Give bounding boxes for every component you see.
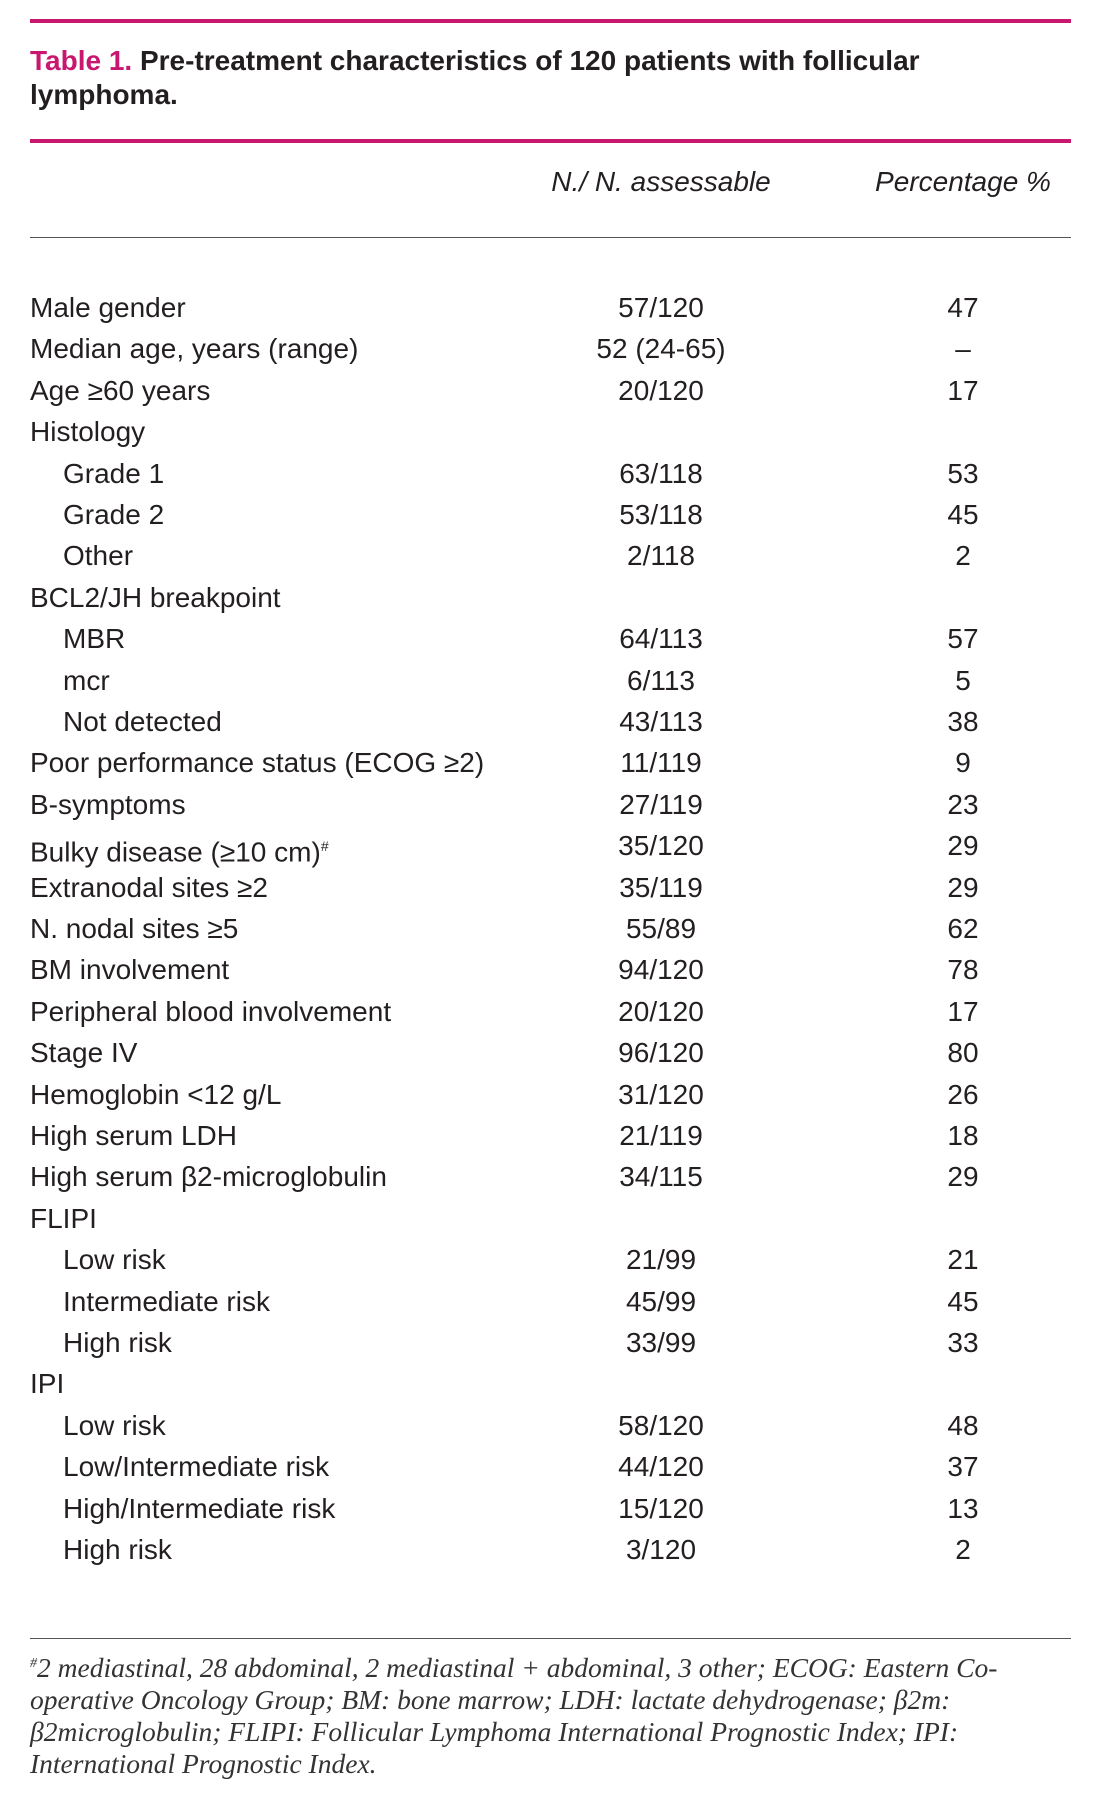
row-label: Bulky disease (≥10 cm)#: [30, 836, 329, 868]
cell-pct: 37: [947, 1451, 979, 1483]
sub-row-label: High/Intermediate risk: [63, 1492, 336, 1524]
caption-rule: [30, 139, 1071, 143]
cell-n: 94/120: [618, 954, 704, 986]
cell-n: 6/113: [627, 664, 695, 696]
cell-pct: 53: [947, 457, 979, 489]
cell-n: 20/120: [618, 374, 704, 406]
cell-pct: 45: [947, 499, 979, 530]
cell-pct: 80: [947, 1037, 979, 1069]
footnote-text: 2 mediastinal, 28 abdominal, 2 mediastin…: [30, 1652, 998, 1780]
cell-pct: 2: [955, 1534, 971, 1565]
cell-n: 43/113: [619, 706, 703, 737]
cell-n: 53/118: [619, 499, 703, 530]
row-label: Stage IV: [30, 1037, 138, 1069]
cell-pct: 47: [947, 292, 979, 323]
cell-n: 2/118: [627, 540, 695, 572]
caption-label: Table 1.: [30, 45, 133, 76]
cell-pct: 29: [947, 1161, 979, 1193]
header-rule: [30, 237, 1071, 238]
sub-row-label: Intermediate risk: [63, 1285, 270, 1317]
cell-n: 31/120: [618, 1078, 704, 1110]
sub-row-label: Low/Intermediate risk: [63, 1451, 330, 1483]
column-header: Percentage %: [875, 166, 1051, 197]
cell-n: 3/120: [625, 1534, 697, 1565]
row-label: Median age, years (range): [30, 333, 359, 365]
footnote: #2 mediastinal, 28 abdominal, 2 mediasti…: [30, 1648, 1075, 1780]
caption: Table 1. Pre-treatment characteristics o…: [30, 44, 1071, 112]
cell-n: 96/120: [618, 1037, 704, 1069]
row-label: FLIPI: [30, 1202, 97, 1234]
cell-pct: 45: [947, 1285, 979, 1317]
cell-n: 44/120: [618, 1451, 704, 1483]
sub-row-label: High risk: [63, 1534, 172, 1565]
row-label: Male gender: [30, 292, 186, 323]
row-label: IPI: [30, 1368, 65, 1400]
cell-pct: 29: [947, 871, 979, 903]
caption-text: Pre-treatment characteristics of 120 pat…: [30, 45, 920, 110]
cell-n: 35/120: [618, 830, 704, 862]
top-rule: [30, 19, 1071, 23]
sub-row-label: Other: [63, 540, 134, 572]
cell-pct: 33: [947, 1327, 979, 1358]
sub-row-label: High risk: [63, 1327, 172, 1358]
cell-n: 64/113: [619, 623, 703, 655]
cell-n: 45/99: [625, 1285, 697, 1317]
cell-pct: 48: [947, 1409, 979, 1441]
sub-row-label: mcr: [63, 664, 110, 696]
cell-pct: 5: [955, 664, 971, 696]
cell-n: 15/120: [618, 1492, 704, 1524]
cell-n: 21/99: [625, 1244, 697, 1276]
cell-n: 58/120: [618, 1409, 704, 1441]
sub-row-label: Grade 2: [63, 499, 165, 530]
row-label: BCL2/JH breakpoint: [30, 581, 281, 613]
footnote-mark: #: [30, 1656, 37, 1671]
cell-pct: 9: [955, 747, 971, 779]
footer-rule: [30, 1638, 1071, 1639]
row-label: High serum β2-microglobulin: [30, 1161, 387, 1193]
cell-pct: 29: [947, 830, 979, 862]
cell-n: 35/119: [619, 871, 703, 903]
sub-row-label: MBR: [63, 623, 126, 655]
cell-n: 63/118: [619, 457, 703, 489]
cell-n: 20/120: [618, 995, 704, 1027]
sub-row-label: Grade 1: [63, 457, 165, 489]
cell-pct: 38: [947, 706, 979, 737]
sub-row-label: Low risk: [63, 1409, 166, 1441]
row-label: Extranodal sites ≥2: [30, 871, 268, 903]
cell-n: 34/115: [619, 1161, 703, 1193]
column-header: N./ N. assessable: [551, 166, 771, 197]
sub-row-label: Low risk: [63, 1244, 166, 1276]
sub-row-label: Not detected: [63, 706, 222, 737]
cell-n: 21/119: [619, 1120, 703, 1151]
cell-pct: 13: [947, 1492, 979, 1524]
cell-pct: 17: [947, 374, 979, 406]
cell-n: 57/120: [618, 292, 704, 323]
cell-pct: 21: [947, 1244, 979, 1276]
cell-pct: 23: [947, 788, 979, 820]
cell-n: 33/99: [625, 1327, 697, 1358]
row-label: Histology: [30, 416, 146, 448]
cell-pct: –: [955, 333, 971, 365]
cell-n: 11/119: [620, 747, 702, 779]
row-label: N. nodal sites ≥5: [30, 913, 239, 944]
row-label: Peripheral blood involvement: [30, 995, 392, 1027]
cell-pct: 18: [947, 1120, 979, 1151]
cell-pct: 57: [947, 623, 979, 655]
cell-pct: 2: [955, 540, 971, 572]
cell-pct: 17: [947, 995, 979, 1027]
row-label: Age ≥60 years: [30, 374, 211, 406]
footnote-mark: #: [320, 838, 329, 855]
cell-n: 52 (24-65): [596, 333, 726, 365]
row-label: Poor performance status (ECOG ≥2): [30, 747, 485, 779]
row-label: Hemoglobin <12 g/L: [30, 1078, 282, 1110]
cell-n: 27/119: [619, 788, 703, 820]
cell-pct: 62: [947, 913, 979, 944]
cell-pct: 26: [947, 1078, 979, 1110]
row-label: BM involvement: [30, 954, 230, 986]
cell-pct: 78: [947, 954, 979, 986]
row-label: High serum LDH: [30, 1120, 237, 1151]
cell-n: 55/89: [625, 913, 697, 944]
row-label: B-symptoms: [30, 788, 186, 820]
